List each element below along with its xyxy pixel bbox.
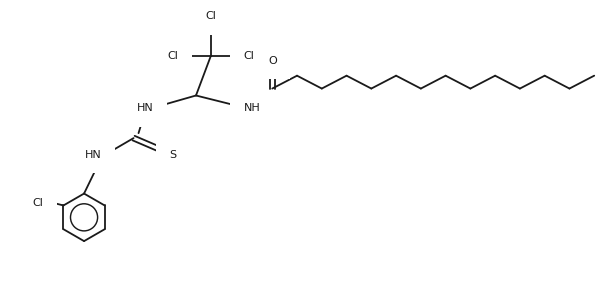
Text: HN: HN [137,103,154,113]
Text: Cl: Cl [243,51,254,61]
Text: HN: HN [85,150,102,160]
Text: Cl: Cl [33,199,44,209]
Text: Cl: Cl [205,11,216,21]
Text: O: O [268,56,277,66]
Text: S: S [169,150,176,160]
Text: NH: NH [244,103,260,113]
Text: Cl: Cl [168,51,179,61]
